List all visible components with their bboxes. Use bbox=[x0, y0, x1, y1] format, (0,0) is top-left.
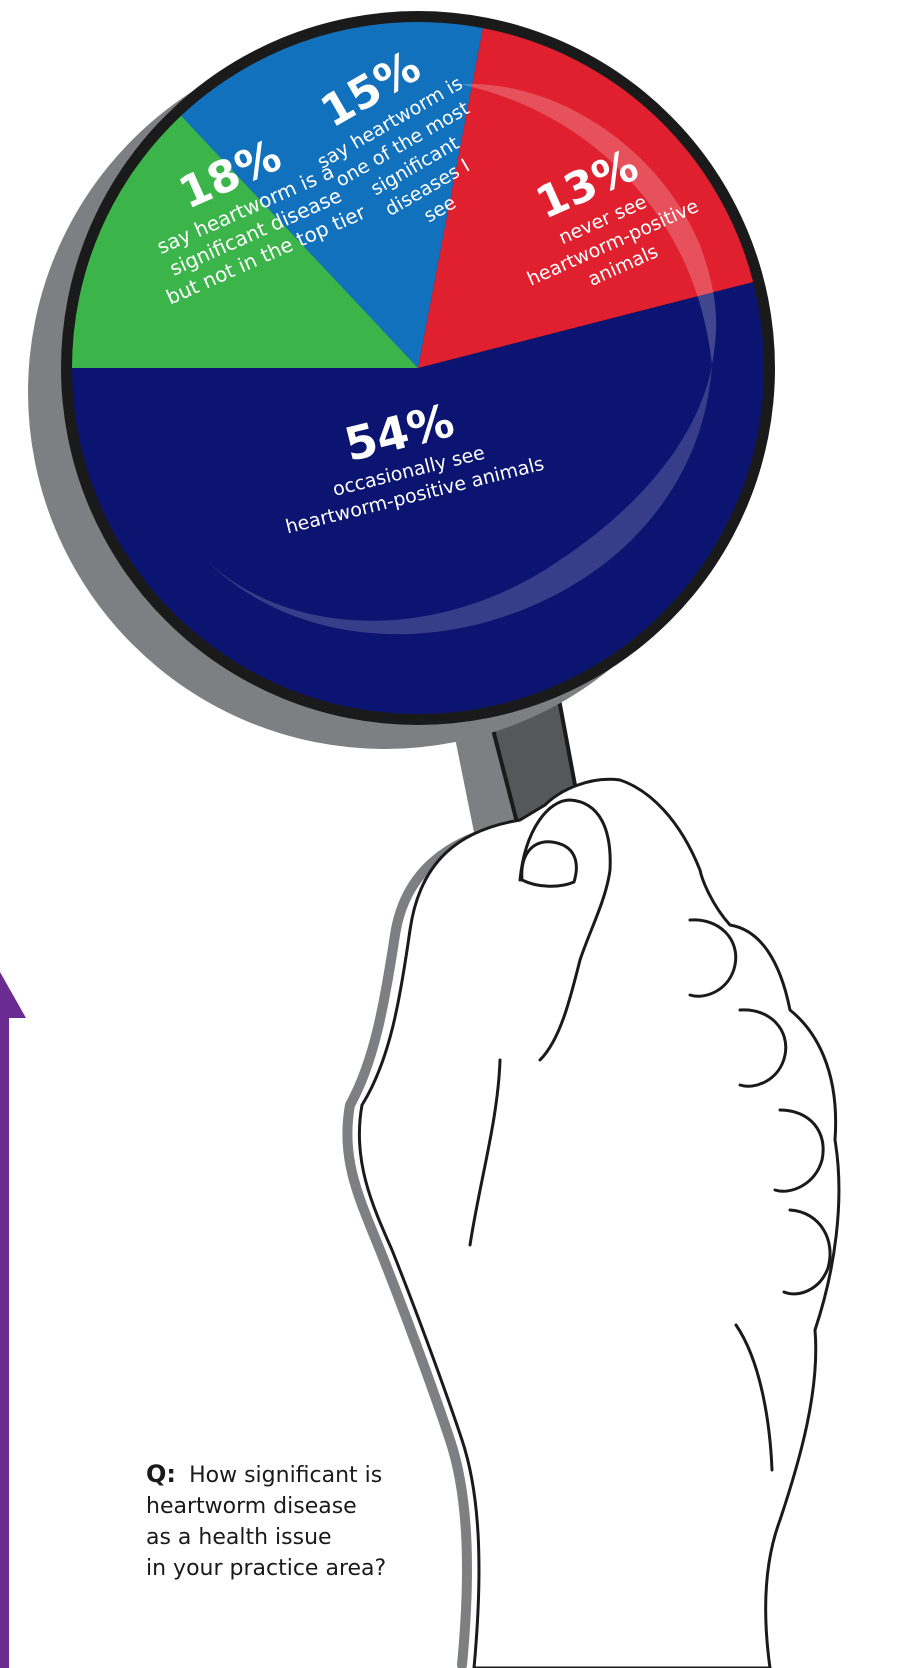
finger-1 bbox=[688, 918, 738, 998]
question-block: Q: How significant is heartworm disease … bbox=[146, 1460, 386, 1581]
pie-chart bbox=[72, 22, 765, 714]
finger-2 bbox=[738, 1008, 788, 1088]
hand-icon bbox=[342, 821, 515, 1668]
lens-glare bbox=[195, 83, 717, 635]
question-line-4: in your practice area? bbox=[146, 1556, 386, 1581]
pie-slice-4 bbox=[72, 115, 418, 368]
hand-crease-2 bbox=[734, 1323, 774, 1472]
arrow-shaft bbox=[0, 1012, 9, 1668]
hand-outline bbox=[357, 777, 841, 1668]
question-text-1: How significant is bbox=[189, 1463, 382, 1488]
question-marker: Q: bbox=[146, 1460, 176, 1488]
finger-4 bbox=[782, 1208, 832, 1296]
pie-slice-1 bbox=[72, 281, 765, 714]
hand-shadow-outline bbox=[342, 821, 515, 1668]
finger-3 bbox=[773, 1108, 825, 1193]
pie-slice-3 bbox=[181, 22, 483, 369]
hand-crease-1 bbox=[468, 1058, 502, 1247]
question-line-1: Q: How significant is bbox=[146, 1460, 382, 1488]
question-line-3: as a health issue bbox=[146, 1525, 332, 1550]
thumb-nail bbox=[520, 840, 578, 888]
pie-slice-2 bbox=[418, 28, 754, 369]
glare-arc-top bbox=[460, 83, 717, 366]
hand-palm bbox=[357, 777, 841, 1668]
arrow-head bbox=[0, 972, 26, 1018]
glare-arc-bottom bbox=[195, 365, 712, 635]
arrow-up-icon bbox=[0, 972, 26, 1668]
question-line-2: heartworm disease bbox=[146, 1494, 357, 1519]
